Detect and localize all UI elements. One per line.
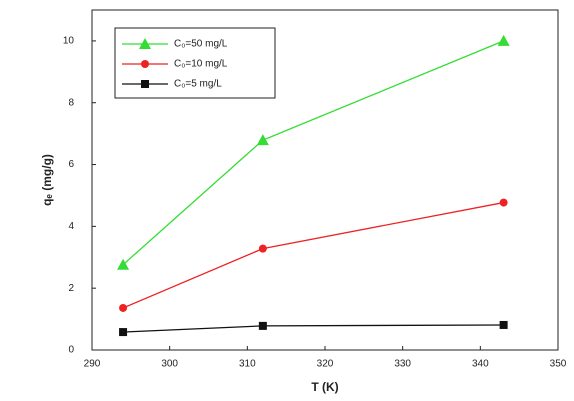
x-tick-label: 310 <box>239 359 256 370</box>
y-tick-label: 4 <box>68 221 74 232</box>
y-tick-label: 6 <box>68 159 74 170</box>
series-line <box>122 201 504 309</box>
y-tick-label: 2 <box>68 283 74 294</box>
x-tick-label: 320 <box>317 359 334 370</box>
x-tick-label: 350 <box>550 359 567 370</box>
x-tick-label: 340 <box>472 359 489 370</box>
marker <box>119 303 128 312</box>
marker <box>499 320 508 329</box>
marker <box>117 258 130 270</box>
x-axis-label: T (K) <box>311 380 338 394</box>
x-tick-label: 330 <box>394 359 411 370</box>
x-tick-label: 300 <box>161 359 178 370</box>
marker <box>258 244 267 253</box>
y-axis-label: qₑ (mg/g) <box>40 154 54 206</box>
legend-label: C₀=5 mg/L <box>174 79 222 90</box>
series-line <box>123 324 504 333</box>
y-tick-label: 0 <box>68 345 74 356</box>
y-tick-label: 8 <box>68 97 74 108</box>
legend-marker <box>141 60 149 68</box>
marker <box>256 134 269 146</box>
y-tick-label: 10 <box>63 36 75 47</box>
marker <box>497 34 510 46</box>
marker <box>499 198 508 207</box>
marker <box>258 321 267 330</box>
legend-marker <box>141 80 149 88</box>
legend-marker <box>139 38 151 49</box>
legend-label: C₀=50 mg/L <box>174 39 228 50</box>
legend-label: C₀=10 mg/L <box>174 59 228 70</box>
x-tick-label: 290 <box>84 359 101 370</box>
marker <box>119 328 128 337</box>
